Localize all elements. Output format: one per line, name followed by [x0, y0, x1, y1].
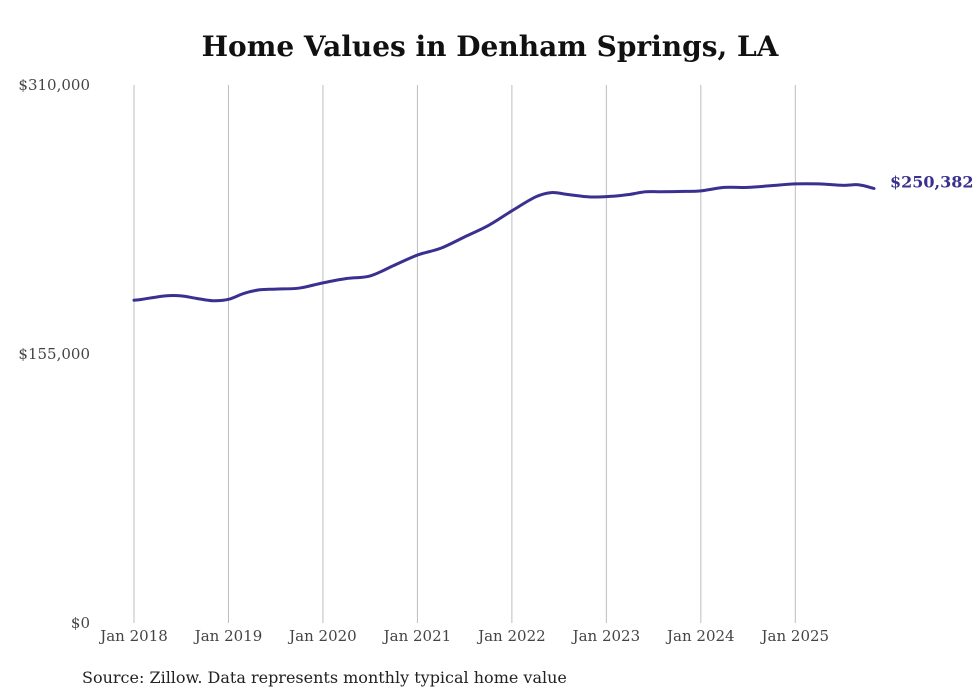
x-tick-label: Jan 2025: [760, 627, 830, 645]
chart-title: Home Values in Denham Springs, LA: [201, 30, 779, 63]
y-tick-label: $0: [71, 614, 90, 632]
x-tick-label: Jan 2024: [665, 627, 735, 645]
series-line: [132, 182, 876, 303]
x-tick-label: Jan 2020: [287, 627, 357, 645]
x-tick-label: Jan 2022: [476, 627, 546, 645]
source-note: Source: Zillow. Data represents monthly …: [82, 668, 567, 687]
x-tick-label: Jan 2019: [193, 627, 263, 645]
x-tick-label: Jan 2023: [571, 627, 641, 645]
end-value-label: $250,382: [890, 172, 974, 191]
y-tick-label: $155,000: [18, 345, 90, 363]
x-tick-label: Jan 2021: [382, 627, 452, 645]
y-tick-label: $310,000: [18, 76, 90, 94]
x-tick-label: Jan 2018: [98, 627, 168, 645]
